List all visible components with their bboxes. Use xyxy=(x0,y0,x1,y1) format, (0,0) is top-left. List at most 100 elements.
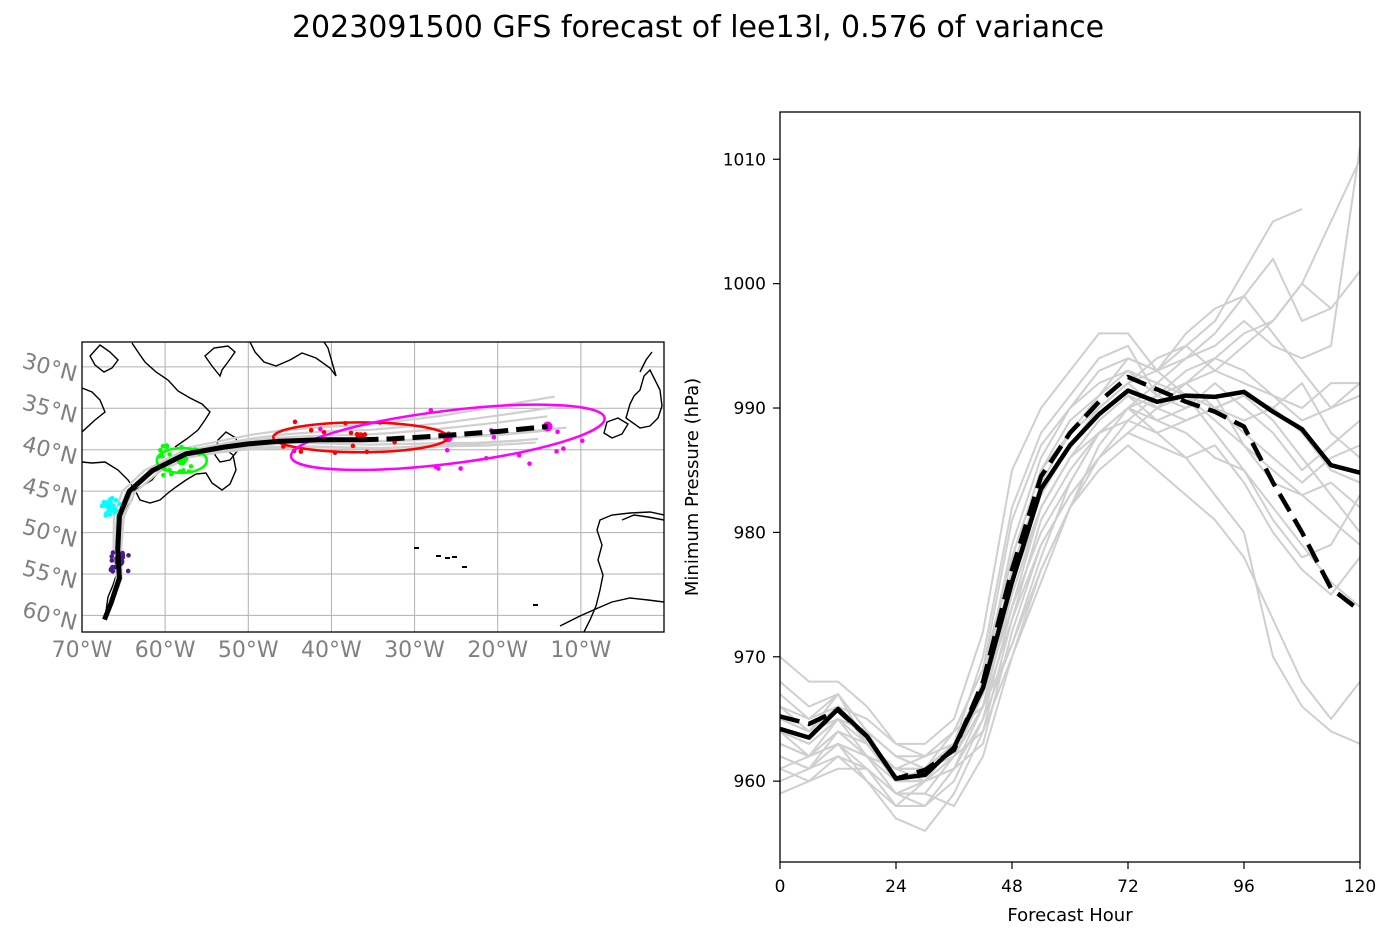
x-tick-label: 0 xyxy=(775,877,786,897)
lon-tick-label: 20°W xyxy=(467,638,528,663)
ensemble-position-dot xyxy=(118,557,124,563)
coastline xyxy=(214,431,239,463)
ensemble-tracks xyxy=(103,395,567,621)
ensemble-position-dot xyxy=(109,495,115,501)
ensemble-position-dot xyxy=(109,558,115,563)
ensemble-position-dot xyxy=(120,550,125,556)
lat-tick-label: 50°N xyxy=(20,515,80,554)
lat-tick-label: 35°N xyxy=(20,390,80,429)
ensemble-track-line xyxy=(103,439,525,620)
lon-tick-label: 60°W xyxy=(135,638,196,663)
island xyxy=(445,557,450,559)
pressure-frame xyxy=(779,111,1361,863)
lat-tick-label: 45°N xyxy=(20,473,80,512)
ensemble-position-dot xyxy=(554,449,559,454)
lat-tick-label: 40°N xyxy=(20,432,80,471)
ensemble-track-line xyxy=(103,426,567,621)
ensemble-pressure-line xyxy=(780,357,1360,808)
ensemble-position-dot xyxy=(113,498,119,503)
ensemble-position-dot xyxy=(354,431,360,437)
mean-position-marker xyxy=(106,502,117,513)
ensemble-position-dot xyxy=(483,455,489,461)
ensemble-pressure-line xyxy=(780,282,1332,783)
uncertainty-ellipse xyxy=(155,446,208,475)
ensemble-position-dot xyxy=(116,553,121,559)
ensemble-position-dot xyxy=(115,514,121,520)
ensemble-position-dot xyxy=(110,568,116,574)
ensemble-pressure-line xyxy=(780,444,1360,795)
ensemble-position-dot xyxy=(284,438,289,444)
y-tick-label: 1000 xyxy=(723,275,766,295)
ensemble-position-dot xyxy=(164,444,170,449)
ensemble-pressure-line xyxy=(780,394,1360,783)
ensemble-position-dot xyxy=(104,500,109,505)
map-frame xyxy=(81,341,665,633)
ensemble-position-dot xyxy=(161,472,166,478)
track-dashed xyxy=(360,424,548,443)
ensemble-track-line xyxy=(103,395,555,620)
x-tick-label: 120 xyxy=(1344,877,1376,897)
ensemble-position-dot xyxy=(158,447,163,453)
ensemble-position-dot xyxy=(350,443,356,449)
ensemble-position-dot xyxy=(157,454,162,459)
uncertainty-ellipse xyxy=(289,403,606,472)
ensemble-position-dot xyxy=(292,419,298,425)
pressure-ticks: 0 24 48 72 96 120 960 970 980 990 1000 1010 xyxy=(723,150,1376,897)
ensemble-position-dot xyxy=(108,500,113,505)
x-tick-label: 24 xyxy=(885,877,907,897)
coastline xyxy=(131,342,211,448)
ensemble-position-dot xyxy=(343,420,348,426)
ensemble-position-dot xyxy=(108,567,114,573)
track-point-clusters xyxy=(99,407,585,574)
island xyxy=(452,556,457,558)
ensemble-position-dot xyxy=(164,443,170,448)
ensemble-pressure-line xyxy=(780,382,1360,770)
ensemble-position-dot xyxy=(126,553,131,558)
coastline xyxy=(204,345,236,378)
ensemble-position-dot xyxy=(197,451,202,456)
ensemble-position-dot xyxy=(291,448,297,454)
ensemble-position-dot xyxy=(101,499,107,505)
ensemble-position-dot xyxy=(188,464,194,469)
ensemble-position-dot xyxy=(110,564,115,570)
ensemble-position-dot xyxy=(160,443,166,449)
figure-title: 2023091500 GFS forecast of lee13l, 0.576… xyxy=(291,10,1105,45)
ensemble-position-dot xyxy=(113,508,119,514)
coastline xyxy=(82,461,136,612)
ensemble-position-dot xyxy=(555,429,560,435)
ensemble-position-dot xyxy=(118,555,123,561)
island xyxy=(462,566,467,568)
ensemble-position-dot xyxy=(125,568,131,574)
ensemble-position-dot xyxy=(527,461,532,466)
ensemble-position-dot xyxy=(179,444,184,450)
ensemble-position-dot xyxy=(444,447,450,453)
ensemble-position-dot xyxy=(120,552,126,558)
ensemble-position-dot xyxy=(112,510,118,515)
ensemble-position-dot xyxy=(103,513,109,518)
ensemble-position-dot xyxy=(177,469,183,474)
ensemble-position-dot xyxy=(117,501,123,507)
ensemble-position-dot xyxy=(116,560,122,566)
y-tick-label: 980 xyxy=(734,523,766,543)
ensemble-position-dot xyxy=(107,504,113,509)
mean-position-marker xyxy=(114,556,125,567)
y-tick-label: 990 xyxy=(734,399,766,419)
ensemble-position-dot xyxy=(168,471,174,477)
island xyxy=(436,555,441,557)
ensemble-position-dot xyxy=(110,503,116,509)
y-tick-label: 1010 xyxy=(723,150,766,170)
ensemble-position-dot xyxy=(321,429,327,435)
y-tick-label: 960 xyxy=(734,772,766,792)
ensemble-position-dot xyxy=(446,431,451,437)
coastline xyxy=(82,387,106,433)
ensemble-position-dot xyxy=(488,428,494,433)
ensemble-position-dot xyxy=(120,554,126,560)
ensemble-pressure-line xyxy=(780,431,1360,783)
ensemble-position-dot xyxy=(108,566,114,572)
ensemble-pressure-line xyxy=(780,382,1360,808)
island xyxy=(533,604,538,606)
ensemble-position-dot xyxy=(115,559,121,564)
x-tick-label: 72 xyxy=(1117,877,1139,897)
track-solid xyxy=(102,437,361,621)
island xyxy=(414,547,419,549)
